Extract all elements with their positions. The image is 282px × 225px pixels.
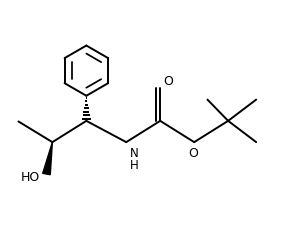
Text: O: O [163, 74, 173, 87]
Text: HO: HO [21, 170, 40, 183]
Text: N
H: N H [130, 146, 138, 171]
Polygon shape [43, 142, 52, 175]
Text: O: O [188, 146, 198, 159]
